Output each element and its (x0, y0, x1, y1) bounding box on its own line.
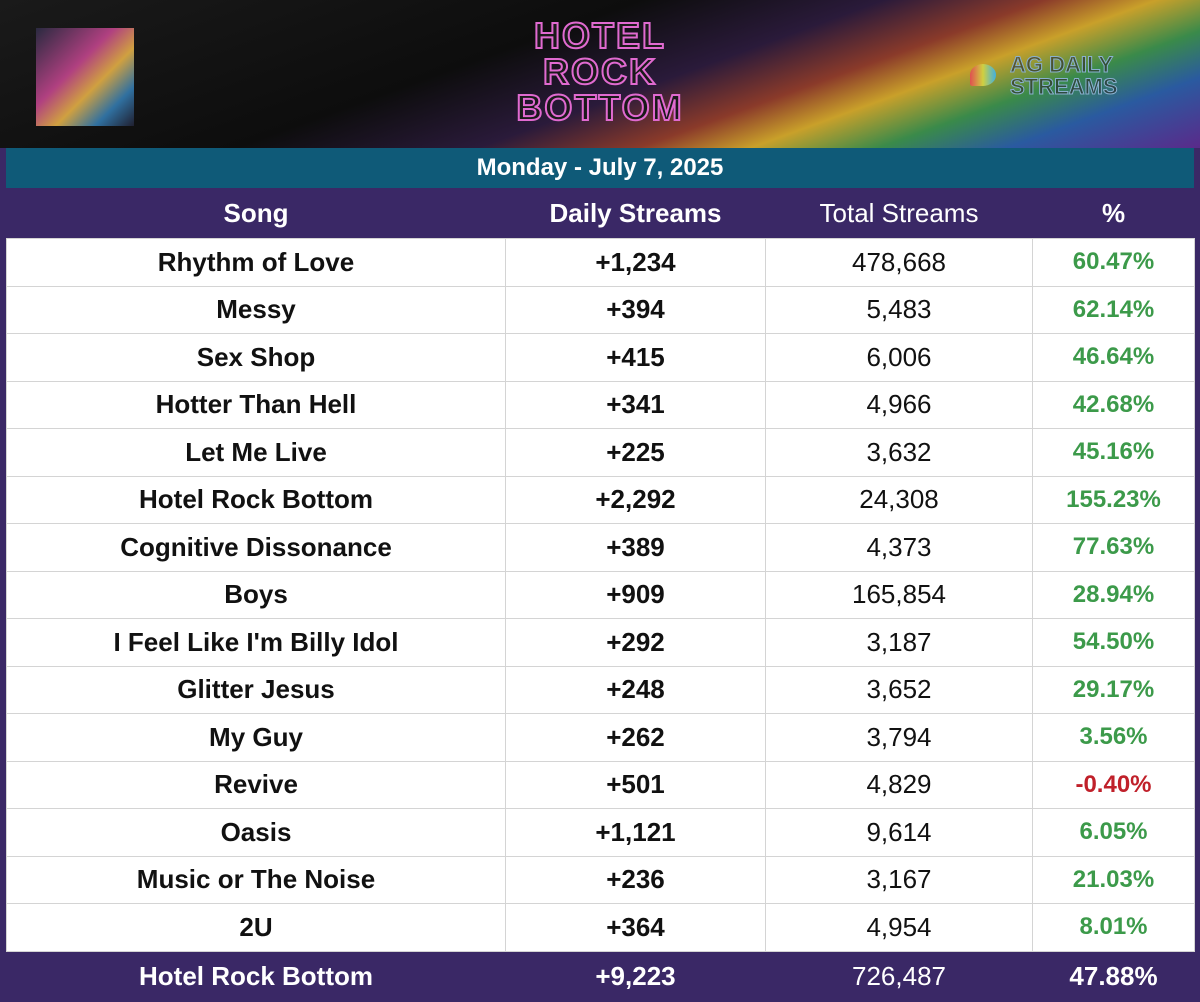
column-header: Song (6, 188, 506, 239)
banner: HOTEL ROCK BOTTOM AG DAILY STREAMS (0, 0, 1200, 148)
cell: +909 (505, 570, 766, 619)
cell: 3,794 (765, 713, 1033, 762)
cell: 3,632 (765, 428, 1033, 477)
song-row: Cognitive Dissonance +389 4,373 77.63% (6, 523, 1195, 572)
cell: +1,234 (505, 238, 766, 287)
logo-line: ROCK (542, 51, 657, 92)
cell: 155.23% (1032, 475, 1195, 524)
song-row: Oasis +1,121 9,614 6.05% (6, 808, 1195, 857)
column-header: Total Streams (765, 188, 1033, 239)
cell: 3,167 (765, 855, 1033, 904)
cell: 46.64% (1032, 333, 1195, 382)
cell: +248 (505, 665, 766, 714)
cell: My Guy (6, 713, 506, 762)
cell: 62.14% (1032, 285, 1195, 334)
song-row: Sex Shop +415 6,006 46.64% (6, 333, 1195, 382)
total-cell: +9,223 (505, 951, 766, 1002)
streams-table: Song Daily Streams Total Streams% Rhythm o… (6, 188, 1195, 1002)
cell: 4,966 (765, 380, 1033, 429)
watermark-line: STREAMS (1010, 74, 1119, 99)
column-header: Daily Streams (505, 188, 766, 239)
total-cell: 47.88% (1032, 951, 1195, 1002)
cell: 4,829 (765, 760, 1033, 809)
cell: +292 (505, 618, 766, 667)
song-row: Rhythm of Love +1,234 478,668 60.47% (6, 238, 1195, 287)
cell: 45.16% (1032, 428, 1195, 477)
cell: Boys (6, 570, 506, 619)
cell: 4,373 (765, 523, 1033, 572)
cell: +2,292 (505, 475, 766, 524)
cell: 165,854 (765, 570, 1033, 619)
cell: -0.40% (1032, 760, 1195, 809)
cell: 3,652 (765, 665, 1033, 714)
cell: Revive (6, 760, 506, 809)
cell: 2U (6, 903, 506, 952)
cell: 9,614 (765, 808, 1033, 857)
cell: Rhythm of Love (6, 238, 506, 287)
cell: Cognitive Dissonance (6, 523, 506, 572)
logo-line: HOTEL (533, 15, 666, 56)
song-row: I Feel Like I'm Billy Idol +292 3,187 54.50… (6, 618, 1195, 667)
date-bar: Monday - July 7, 2025 (6, 148, 1194, 188)
song-row: Glitter Jesus +248 3,652 29.17% (6, 665, 1195, 714)
total-cell: Hotel Rock Bottom (6, 951, 506, 1002)
cell: Music or The Noise (6, 855, 506, 904)
total-row: Hotel Rock Bottom +9,223 726,487 47.88% (6, 951, 1195, 1002)
cell: 42.68% (1032, 380, 1195, 429)
cell: 28.94% (1032, 570, 1195, 619)
cell: +236 (505, 855, 766, 904)
watermark-line: AG DAILY (1010, 52, 1114, 77)
cell: 8.01% (1032, 903, 1195, 952)
cell: Hotel Rock Bottom (6, 475, 506, 524)
cell: +262 (505, 713, 766, 762)
cell: Sex Shop (6, 333, 506, 382)
cell: 5,483 (765, 285, 1033, 334)
bird-icon (970, 64, 996, 86)
cell: I Feel Like I'm Billy Idol (6, 618, 506, 667)
cell: 6,006 (765, 333, 1033, 382)
cell: +364 (505, 903, 766, 952)
logo-line: BOTTOM (515, 87, 684, 128)
cell: Messy (6, 285, 506, 334)
cell: 3.56% (1032, 713, 1195, 762)
column-header: % (1032, 188, 1195, 239)
song-row: My Guy +262 3,794 3.56% (6, 713, 1195, 762)
cell: Let Me Live (6, 428, 506, 477)
song-row: Let Me Live +225 3,632 45.16% (6, 428, 1195, 477)
total-cell: 726,487 (765, 951, 1033, 1002)
song-row: Hotter Than Hell +341 4,966 42.68% (6, 380, 1195, 429)
cell: Oasis (6, 808, 506, 857)
cell: +341 (505, 380, 766, 429)
cell: +415 (505, 333, 766, 382)
cell: 77.63% (1032, 523, 1195, 572)
watermark: AG DAILY STREAMS (1010, 52, 1119, 99)
song-row: Boys +909 165,854 28.94% (6, 570, 1195, 619)
cell: +501 (505, 760, 766, 809)
logo: HOTEL ROCK BOTTOM (470, 15, 730, 128)
cell: 60.47% (1032, 238, 1195, 287)
cell: 21.03% (1032, 855, 1195, 904)
cell: +225 (505, 428, 766, 477)
cell: 478,668 (765, 238, 1033, 287)
cell: +1,121 (505, 808, 766, 857)
cell: Hotter Than Hell (6, 380, 506, 429)
album-art (36, 28, 134, 126)
cell: +394 (505, 285, 766, 334)
cell: 24,308 (765, 475, 1033, 524)
cell: Glitter Jesus (6, 665, 506, 714)
song-row: Hotel Rock Bottom +2,292 24,308 155.23% (6, 475, 1195, 524)
cell: 29.17% (1032, 665, 1195, 714)
cell: 6.05% (1032, 808, 1195, 857)
song-row: Revive +501 4,829 -0.40% (6, 760, 1195, 809)
song-row: Messy +394 5,483 62.14% (6, 285, 1195, 334)
song-row: Music or The Noise +236 3,167 21.03% (6, 855, 1195, 904)
header-row: Song Daily Streams Total Streams% (6, 188, 1195, 239)
cell: 4,954 (765, 903, 1033, 952)
cell: 3,187 (765, 618, 1033, 667)
cell: 54.50% (1032, 618, 1195, 667)
song-row: 2U +364 4,954 8.01% (6, 903, 1195, 952)
cell: +389 (505, 523, 766, 572)
